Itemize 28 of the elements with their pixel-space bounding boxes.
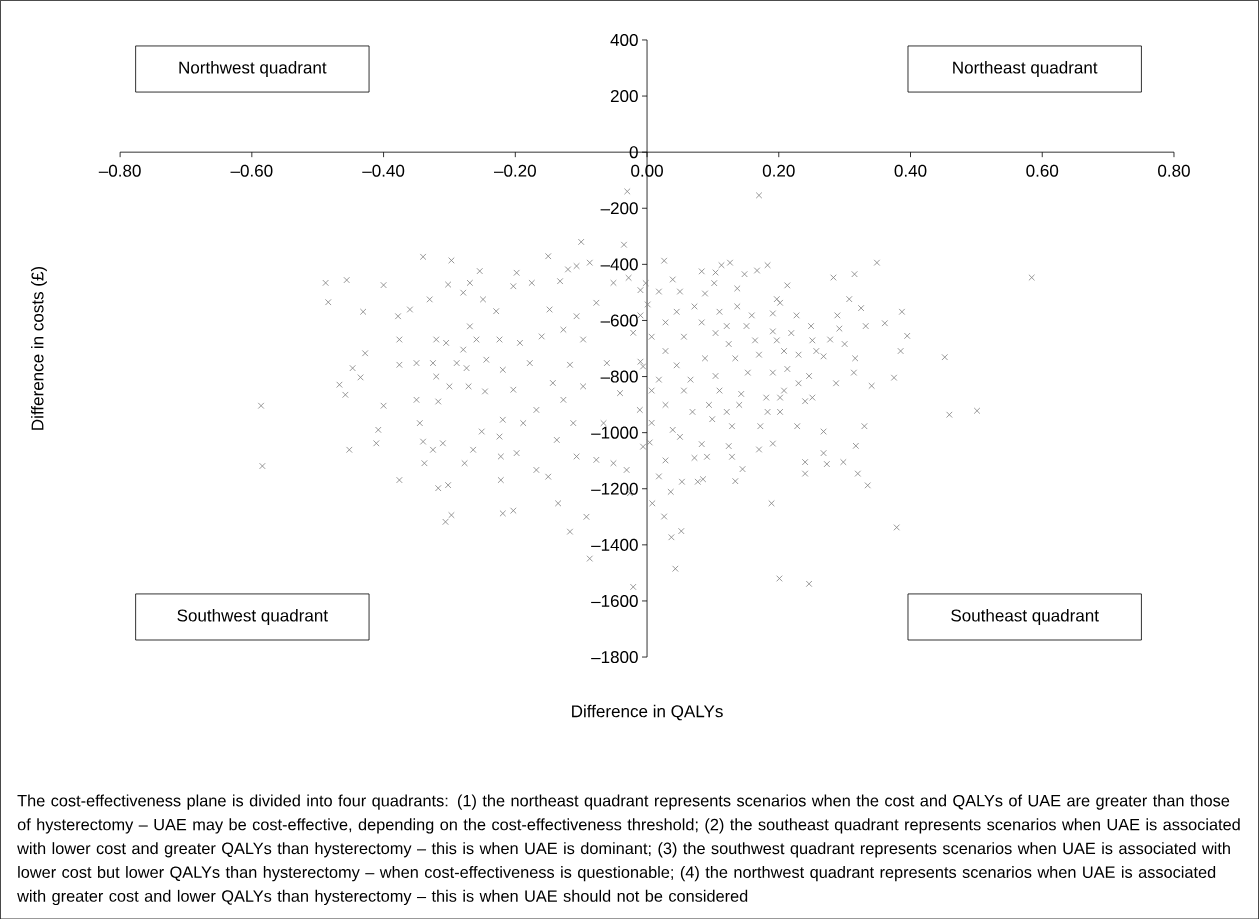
y-tick-label: –600: [600, 314, 638, 327]
x-tick-label: 0.00: [631, 164, 663, 177]
y-tick-label: –400: [600, 258, 638, 271]
y-tick-label: 0: [629, 145, 638, 158]
x-axis-title: Difference in QALYs: [572, 704, 723, 721]
x-tick-label: –0.40: [362, 164, 405, 177]
x-tick-label: 0.20: [762, 164, 795, 177]
annotation: Northeast quadrant: [953, 60, 1098, 77]
y-tick-label: –800: [600, 370, 638, 383]
annotation: Southwest quadrant: [177, 608, 328, 625]
y-tick-label: 200: [610, 89, 638, 102]
text: The cost-effectiveness plane is divided into four quadrants: (1) the northeast quadrant represents scenarios when the cost and QALYs of UAE are greater than those of hysterectomy – UAE may be cost-effective, depending on the cost-effectiveness threshold; (2) the southeast quadrant represents scenarios when UAE is associated with lower cost and greater QALYs than hysterectomy – this is when UAE is dominant; (3) the southwest quadrant represents scenarios when UAE is associated with lower cost but lower QALYs than hysterectomy – when cost-effectiveness is questionable; (4) the northwest quadrant represents scenarios when UAE is associated with greater cost and lower QALYs than hysterectomy – this is when UAE should not be considered: [17, 794, 1240, 905]
annotation: Northwest quadrant: [179, 60, 327, 77]
y-tick-label: –1000: [591, 426, 638, 439]
y-tick-label: –1600: [591, 594, 638, 607]
x-tick-label: –0.20: [494, 164, 536, 177]
y-tick-label: –1800: [591, 650, 638, 663]
x-tick-label: 0.60: [1026, 164, 1059, 177]
y-tick-label: –1200: [591, 482, 638, 495]
x-tick-label: –0.80: [98, 164, 141, 177]
y-tick-label: –1400: [591, 538, 638, 551]
y-axis-title: Difference in costs (£): [31, 266, 47, 430]
x-tick-label: –0.60: [230, 164, 273, 177]
x-tick-label: 0.40: [894, 164, 927, 177]
x-tick-label: 0.80: [1158, 164, 1190, 177]
annotation: Southeast quadrant: [951, 608, 1099, 625]
y-tick-label: –200: [600, 202, 638, 215]
y-tick-label: 400: [610, 33, 638, 46]
